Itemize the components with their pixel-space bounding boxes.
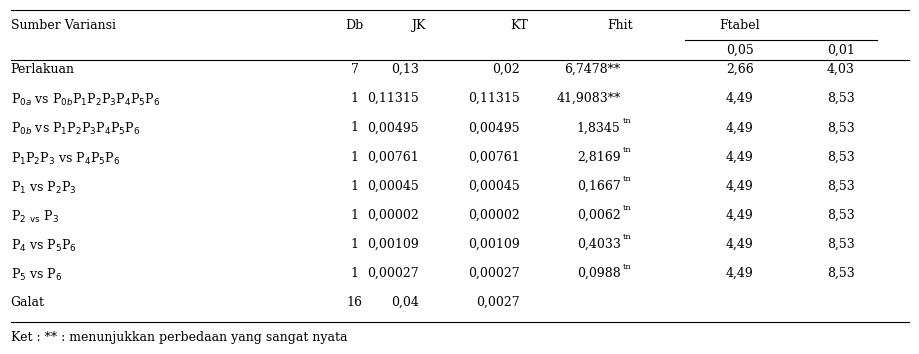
Text: 4,49: 4,49 [725, 267, 753, 280]
Text: 2,66: 2,66 [725, 63, 753, 76]
Text: 4,03: 4,03 [826, 63, 854, 76]
Text: Fhit: Fhit [607, 19, 632, 32]
Text: tn: tn [621, 263, 630, 270]
Text: 0,00109: 0,00109 [468, 238, 519, 251]
Text: 0,00045: 0,00045 [468, 179, 519, 193]
Text: 0,11315: 0,11315 [367, 92, 418, 105]
Text: tn: tn [621, 204, 630, 212]
Text: 8,53: 8,53 [826, 267, 854, 280]
Text: KT: KT [510, 19, 528, 32]
Text: 4,49: 4,49 [725, 209, 753, 222]
Text: 0,0027: 0,0027 [475, 296, 519, 309]
Text: 0,13: 0,13 [391, 63, 418, 76]
Text: Ftabel: Ftabel [719, 19, 759, 32]
Text: 8,53: 8,53 [826, 209, 854, 222]
Text: 6,7478**: 6,7478** [563, 63, 619, 76]
Text: 4,49: 4,49 [725, 238, 753, 251]
Text: 1: 1 [350, 238, 358, 251]
Text: 1: 1 [350, 121, 358, 135]
Text: 0,04: 0,04 [391, 296, 418, 309]
Text: 4,49: 4,49 [725, 150, 753, 164]
Text: JK: JK [411, 19, 425, 32]
Text: P$_4$ vs P$_5$P$_6$: P$_4$ vs P$_5$P$_6$ [10, 238, 76, 254]
Text: tn: tn [621, 175, 630, 183]
Text: 0,00495: 0,00495 [468, 121, 519, 135]
Text: 8,53: 8,53 [826, 121, 854, 135]
Text: 0,4033: 0,4033 [576, 238, 619, 251]
Text: 0,0062: 0,0062 [576, 209, 619, 222]
Text: 0,00045: 0,00045 [367, 179, 418, 193]
Text: 0,00027: 0,00027 [468, 267, 519, 280]
Text: 0,1667: 0,1667 [576, 179, 619, 193]
Text: 0,00027: 0,00027 [367, 267, 418, 280]
Text: 7: 7 [350, 63, 358, 76]
Text: P$_2$ $_{\mathrm{vs}}$ P$_3$: P$_2$ $_{\mathrm{vs}}$ P$_3$ [10, 209, 59, 225]
Text: 0,00761: 0,00761 [468, 150, 519, 164]
Text: 1: 1 [350, 179, 358, 193]
Text: 8,53: 8,53 [826, 92, 854, 105]
Text: 0,02: 0,02 [492, 63, 519, 76]
Text: 0,00495: 0,00495 [367, 121, 418, 135]
Text: Ket : ** : menunjukkan perbedaan yang sangat nyata: Ket : ** : menunjukkan perbedaan yang sa… [10, 331, 346, 344]
Text: 2,8169: 2,8169 [576, 150, 619, 164]
Text: 0,00002: 0,00002 [367, 209, 418, 222]
Text: 0,11315: 0,11315 [468, 92, 519, 105]
Text: 8,53: 8,53 [826, 238, 854, 251]
Text: 8,53: 8,53 [826, 179, 854, 193]
Text: 0,05: 0,05 [725, 44, 753, 57]
Text: Perlakuan: Perlakuan [10, 63, 74, 76]
Text: 0,00761: 0,00761 [367, 150, 418, 164]
Text: 8,53: 8,53 [826, 150, 854, 164]
Text: P$_1$P$_2$P$_3$ vs P$_4$P$_5$P$_6$: P$_1$P$_2$P$_3$ vs P$_4$P$_5$P$_6$ [10, 150, 119, 167]
Text: 4,49: 4,49 [725, 121, 753, 135]
Text: 0,0988: 0,0988 [576, 267, 619, 280]
Text: 4,49: 4,49 [725, 92, 753, 105]
Text: P$_1$ vs P$_2$P$_3$: P$_1$ vs P$_2$P$_3$ [10, 179, 76, 196]
Text: 4,49: 4,49 [725, 179, 753, 193]
Text: 0,00109: 0,00109 [367, 238, 418, 251]
Text: 1: 1 [350, 150, 358, 164]
Text: P$_{0b}$ vs P$_1$P$_2$P$_3$P$_4$P$_5$P$_6$: P$_{0b}$ vs P$_1$P$_2$P$_3$P$_4$P$_5$P$_… [10, 121, 140, 137]
Text: 0,00002: 0,00002 [468, 209, 519, 222]
Text: 41,9083**: 41,9083** [556, 92, 619, 105]
Text: tn: tn [621, 117, 630, 125]
Text: 0,01: 0,01 [826, 44, 854, 57]
Text: tn: tn [621, 146, 630, 154]
Text: P$_5$ vs P$_6$: P$_5$ vs P$_6$ [10, 267, 62, 283]
Text: 16: 16 [346, 296, 362, 309]
Text: 1: 1 [350, 267, 358, 280]
Text: Db: Db [345, 19, 363, 32]
Text: 1: 1 [350, 209, 358, 222]
Text: Galat: Galat [10, 296, 44, 309]
Text: tn: tn [621, 233, 630, 241]
Text: P$_{0a}$ vs P$_{0b}$P$_1$P$_2$P$_3$P$_4$P$_5$P$_6$: P$_{0a}$ vs P$_{0b}$P$_1$P$_2$P$_3$P$_4$… [10, 92, 159, 108]
Text: 1: 1 [350, 92, 358, 105]
Text: Sumber Variansi: Sumber Variansi [10, 19, 116, 32]
Text: 1,8345: 1,8345 [576, 121, 619, 135]
